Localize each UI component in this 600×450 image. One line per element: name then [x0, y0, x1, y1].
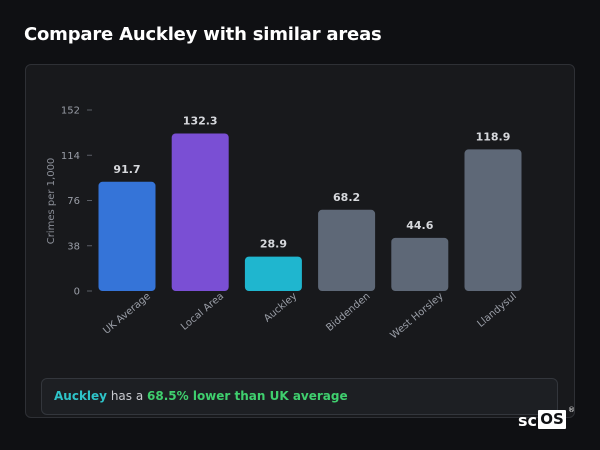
brand-logo: sc OS ®	[516, 406, 575, 430]
brand-logo-registered: ®	[568, 406, 575, 414]
summary-stat: 68.5% lower than UK average	[147, 389, 348, 403]
brand-logo-sc: sc	[518, 411, 538, 430]
y-tick-label: 152	[61, 106, 80, 117]
page-title: Compare Auckley with similar areas	[24, 24, 382, 45]
bar-value-label: 28.9	[260, 238, 287, 251]
bar-value-label: 118.9	[476, 130, 511, 143]
x-tick-label: Llandysul	[476, 291, 519, 330]
x-tick-label: West Horsley	[388, 291, 445, 342]
bar-value-label: 68.2	[333, 191, 360, 204]
summary-area-name: Auckley	[54, 389, 107, 403]
bar-value-label: 44.6	[406, 219, 433, 232]
y-tick-label: 38	[67, 241, 80, 252]
y-tick-label: 114	[61, 151, 80, 162]
brand-logo-os: OS	[538, 410, 566, 429]
bar	[98, 181, 156, 291]
x-tick-label: Biddenden	[324, 291, 372, 334]
bar-value-label: 91.7	[113, 163, 140, 176]
summary-text: has a	[107, 389, 148, 403]
bar	[244, 256, 302, 291]
y-tick-label: 0	[74, 287, 80, 298]
bar	[171, 133, 229, 291]
x-tick-label: Local Area	[179, 291, 226, 333]
bar	[464, 149, 522, 291]
comparison-summary: Auckley has a 68.5% lower than UK averag…	[41, 378, 558, 415]
bar	[318, 209, 376, 291]
bar-value-label: 132.3	[183, 114, 218, 127]
x-tick-label: Auckley	[262, 291, 299, 325]
bar	[391, 237, 449, 291]
y-tick-label: 76	[67, 196, 80, 207]
x-tick-label: UK Average	[101, 291, 153, 337]
y-axis-label: Crimes per 1,000	[46, 158, 57, 245]
